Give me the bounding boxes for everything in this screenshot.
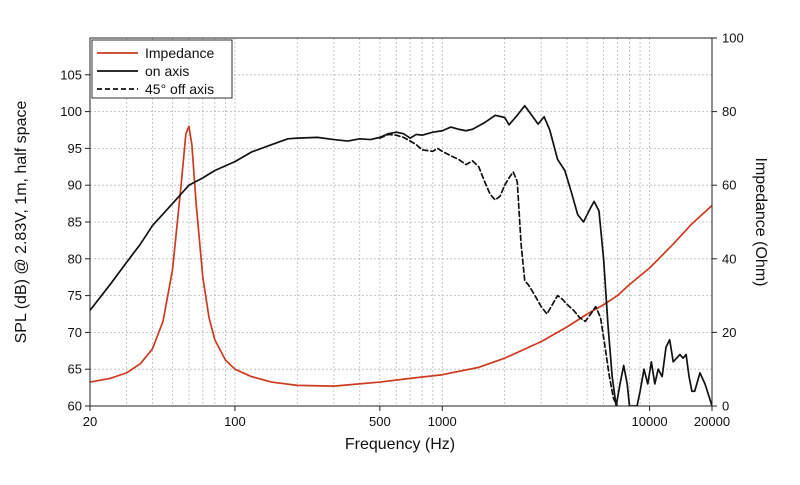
y-tick-label: 60 (68, 399, 82, 414)
y-tick-label: 105 (60, 67, 82, 82)
x-axis-label: Frequency (Hz) (345, 436, 455, 453)
legend: Impedance on axis 45° off axis (91, 39, 233, 99)
series-line-impedance (90, 125, 712, 387)
series-line-45-off-axis (378, 133, 619, 406)
y-tick-label: 70 (68, 325, 82, 340)
legend-label: 45° off axis (145, 81, 214, 97)
y-tick-label: 90 (68, 178, 82, 193)
y2-tick-label: 0 (722, 399, 729, 414)
ticks: 20 100 500 1000 10000 20000606570758085909510… (60, 31, 743, 430)
y-tick-label: 80 (68, 251, 82, 266)
series-line-on-axis (90, 104, 712, 406)
y2-tick-label: 80 (722, 104, 736, 119)
y2-tick-label: 60 (722, 178, 736, 193)
x-tick-label: 20 (83, 414, 97, 429)
x-tick-label: 10000 (632, 414, 668, 429)
y-tick-label: 75 (68, 288, 82, 303)
y-tick-label: 95 (68, 141, 82, 156)
y-tick-label: 65 (68, 362, 82, 377)
series-layer (90, 104, 712, 406)
x-tick-label: 20000 (694, 414, 730, 429)
y-axis-label: SPL (dB) @ 2.83V, 1m, half space (13, 101, 30, 344)
grid (90, 38, 712, 406)
axis-labels: Frequency (Hz) SPL (dB) @ 2.83V, 1m, hal… (13, 101, 769, 453)
x-tick-label: 500 (369, 414, 391, 429)
y2-tick-label: 100 (722, 31, 744, 46)
legend-label: on axis (145, 63, 189, 79)
x-tick-label: 100 (224, 414, 246, 429)
legend-label: Impedance (145, 45, 214, 61)
y2-axis-label: Impedance (Ohm) (752, 158, 769, 287)
y2-tick-label: 20 (722, 325, 736, 340)
x-tick-label: 1000 (428, 414, 457, 429)
y-tick-label: 100 (60, 104, 82, 119)
y2-tick-label: 40 (722, 251, 736, 266)
y-tick-label: 85 (68, 215, 82, 230)
